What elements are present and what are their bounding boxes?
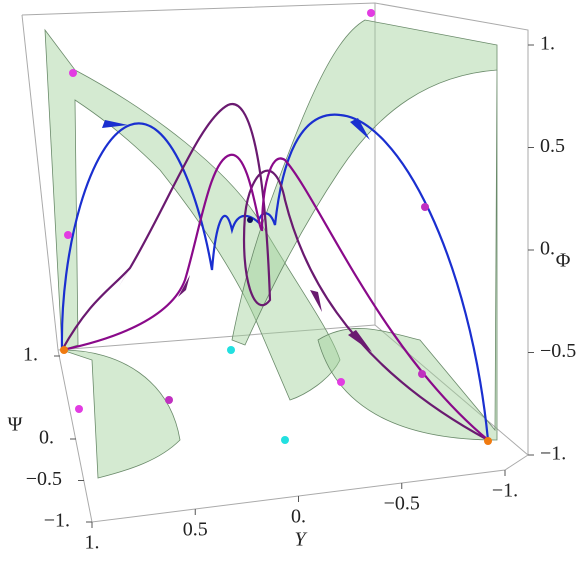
- box-edge: [21, 2, 529, 455]
- tick-label: −0.5: [384, 493, 420, 515]
- point: [418, 370, 426, 378]
- box-edge: [57, 324, 529, 456]
- point: [227, 346, 235, 354]
- surface-front-left: [61, 349, 181, 479]
- surface-left: [44, 28, 341, 401]
- point: [281, 436, 289, 444]
- point: [337, 378, 345, 386]
- tick-label: 1.: [85, 532, 100, 554]
- point: [75, 405, 83, 413]
- point: [165, 396, 173, 404]
- z-axis-label: Φ: [556, 250, 571, 272]
- trajectories: [60, 102, 490, 441]
- tick-label: −1.: [540, 443, 566, 465]
- surface-right: [231, 19, 498, 346]
- tick-label: 0.: [291, 506, 306, 528]
- point: [421, 203, 429, 211]
- trajectory: [61, 153, 489, 441]
- tick-label: −1.: [492, 480, 518, 502]
- trajectory: [60, 113, 490, 441]
- arrowhead: [118, 265, 372, 352]
- point: [60, 346, 68, 354]
- surfaces: [44, 19, 498, 479]
- tick-label: 0.5: [540, 135, 565, 157]
- trajectory: [61, 102, 489, 441]
- tick-label: −0.5: [26, 468, 62, 490]
- point: [64, 231, 72, 239]
- tick-label: 1.: [540, 33, 555, 55]
- point: [484, 437, 492, 445]
- point: [247, 217, 253, 223]
- tick-label: −0.5: [540, 340, 576, 362]
- tick-label: 0.5: [183, 519, 208, 541]
- point: [367, 9, 375, 17]
- x-axis-label: Y: [294, 529, 307, 551]
- tick-label: 0.: [39, 427, 54, 449]
- tick-label: 0.: [540, 238, 555, 260]
- tick-label: 1.: [23, 344, 38, 366]
- point: [69, 69, 77, 77]
- box-edge: [21, 14, 59, 351]
- y-axis-label: Ψ: [8, 414, 23, 436]
- tick-label: −1.: [44, 510, 70, 532]
- points: [60, 9, 492, 445]
